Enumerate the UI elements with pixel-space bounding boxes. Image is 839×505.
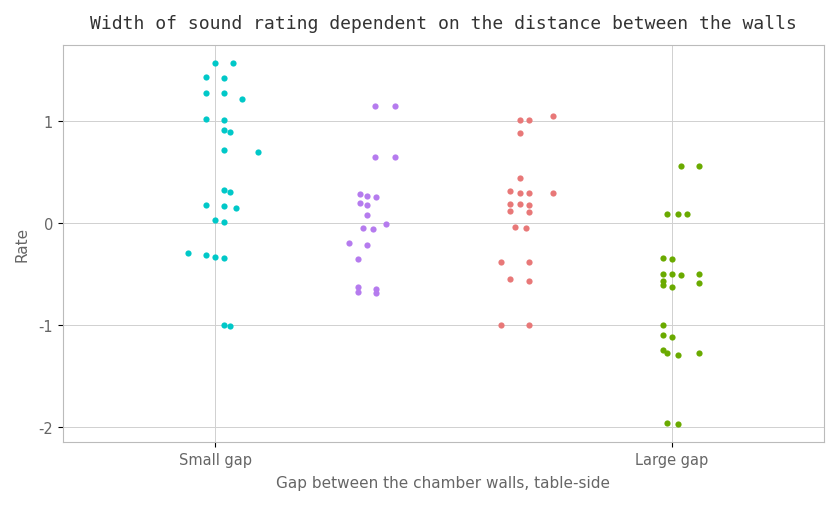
- Point: [352, 255, 365, 263]
- Point: [370, 289, 383, 297]
- Point: [671, 420, 685, 428]
- Point: [508, 224, 522, 232]
- Point: [665, 255, 679, 263]
- Point: [675, 163, 688, 171]
- Point: [353, 191, 367, 199]
- Point: [361, 201, 374, 209]
- Point: [217, 254, 231, 262]
- Point: [519, 225, 532, 233]
- Point: [368, 103, 382, 111]
- Point: [236, 95, 249, 104]
- Point: [522, 277, 535, 285]
- Point: [199, 201, 212, 209]
- Point: [388, 103, 401, 111]
- Point: [692, 270, 706, 278]
- Point: [217, 219, 231, 227]
- Point: [692, 163, 706, 171]
- Point: [199, 89, 212, 97]
- Point: [656, 270, 670, 278]
- Point: [513, 117, 526, 125]
- Point: [675, 271, 688, 279]
- Point: [251, 148, 264, 157]
- Point: [208, 217, 221, 225]
- Point: [199, 74, 212, 82]
- Point: [503, 275, 517, 283]
- Point: [503, 207, 517, 215]
- Point: [217, 127, 231, 135]
- Point: [352, 283, 365, 291]
- Point: [522, 258, 535, 266]
- Point: [367, 226, 380, 234]
- Point: [217, 146, 231, 155]
- Point: [513, 175, 526, 183]
- Point: [671, 351, 685, 360]
- Point: [361, 242, 374, 250]
- Point: [208, 253, 221, 261]
- Point: [656, 281, 670, 289]
- Point: [494, 321, 508, 329]
- Point: [692, 279, 706, 287]
- Point: [513, 190, 526, 198]
- Point: [665, 333, 679, 341]
- Point: [217, 187, 231, 195]
- Point: [379, 221, 393, 229]
- Point: [199, 116, 212, 124]
- Point: [230, 204, 243, 212]
- Point: [656, 346, 670, 355]
- Point: [223, 189, 237, 197]
- Point: [522, 208, 535, 216]
- Point: [227, 60, 240, 68]
- Point: [522, 201, 535, 209]
- Point: [513, 200, 526, 208]
- Point: [217, 321, 231, 329]
- Point: [546, 190, 560, 198]
- Point: [680, 210, 694, 218]
- Point: [353, 199, 367, 207]
- Point: [660, 349, 674, 358]
- Point: [217, 89, 231, 97]
- Point: [356, 225, 369, 233]
- Point: [503, 200, 517, 208]
- Point: [546, 113, 560, 121]
- Point: [522, 321, 535, 329]
- Point: [217, 202, 231, 210]
- Point: [199, 251, 212, 259]
- Point: [660, 419, 674, 427]
- Point: [208, 60, 221, 68]
- Y-axis label: Rate: Rate: [15, 226, 30, 262]
- X-axis label: Gap between the chamber walls, table-side: Gap between the chamber walls, table-sid…: [276, 475, 611, 490]
- Point: [513, 130, 526, 138]
- Point: [370, 194, 383, 202]
- Point: [656, 254, 670, 262]
- Point: [217, 117, 231, 125]
- Point: [342, 240, 356, 248]
- Point: [665, 270, 679, 278]
- Point: [660, 210, 674, 218]
- Point: [223, 129, 237, 137]
- Point: [656, 331, 670, 339]
- Point: [352, 288, 365, 296]
- Point: [522, 190, 535, 198]
- Title: Width of sound rating dependent on the distance between the walls: Width of sound rating dependent on the d…: [90, 15, 797, 33]
- Point: [361, 193, 374, 201]
- Point: [692, 349, 706, 358]
- Point: [656, 277, 670, 285]
- Point: [217, 75, 231, 83]
- Point: [361, 211, 374, 219]
- Point: [665, 283, 679, 291]
- Point: [656, 321, 670, 329]
- Point: [181, 250, 195, 258]
- Point: [388, 154, 401, 162]
- Point: [503, 188, 517, 196]
- Point: [368, 154, 382, 162]
- Point: [671, 210, 685, 218]
- Point: [522, 117, 535, 125]
- Point: [370, 285, 383, 293]
- Point: [223, 322, 237, 330]
- Point: [494, 258, 508, 266]
